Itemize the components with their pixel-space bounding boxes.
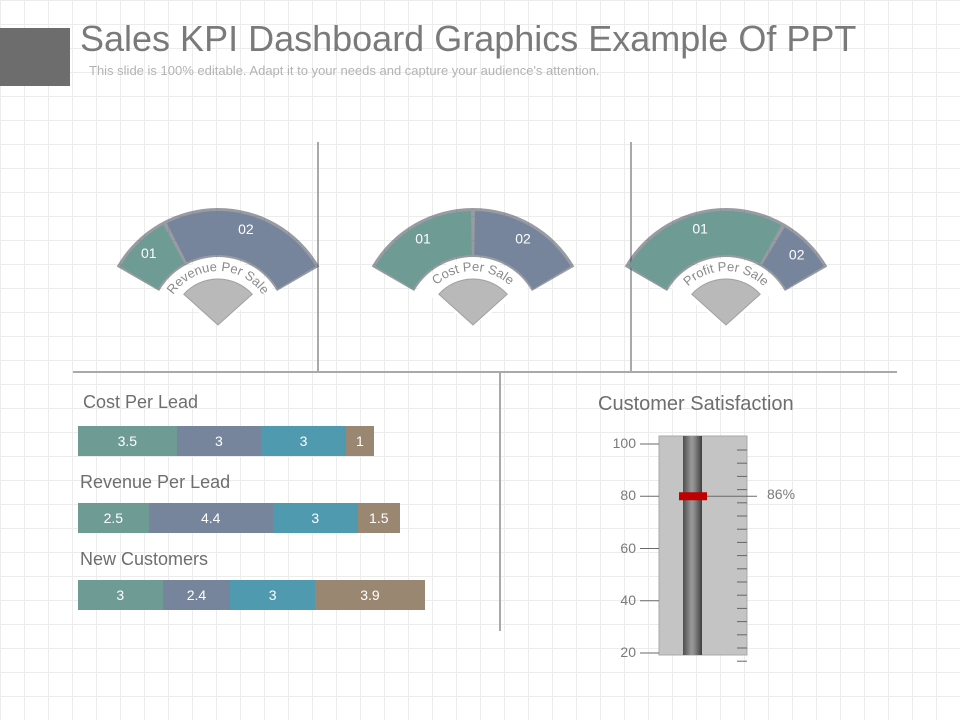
gauge-segment-02 xyxy=(762,227,824,289)
gauge-segment-label: 01 xyxy=(415,230,431,246)
gauge-cost-per-sale: 01 02 Cost Per Sale xyxy=(371,200,575,340)
bar-label-new-customers: New Customers xyxy=(80,549,209,569)
bar-segment: 2.4 xyxy=(162,580,231,610)
divider-vertical-1 xyxy=(317,142,319,372)
gauge-segment-02 xyxy=(166,210,316,289)
bar-segment: 3 xyxy=(78,580,163,610)
corner-accent-block xyxy=(0,28,70,86)
thermometer-tick-label: 100 xyxy=(612,435,636,451)
bar-row-new-customers: 3 2.4 3 3.9 xyxy=(78,580,425,610)
bar-label-cost-per-lead: Cost Per Lead xyxy=(83,392,199,412)
divider-horizontal xyxy=(73,371,897,373)
bar-segment: 3 xyxy=(230,580,315,610)
slide-title: Sales KPI Dashboard Graphics Example Of … xyxy=(80,18,857,59)
gauge-segment-01 xyxy=(120,224,185,289)
bar-segment: 4.4 xyxy=(148,503,273,533)
satisfaction-readout: 86% xyxy=(767,486,796,502)
gauge-segment-label: 02 xyxy=(515,230,531,246)
gauge-pointer-cone xyxy=(438,278,508,326)
bar-label-revenue-per-lead: Revenue Per Lead xyxy=(80,472,231,492)
thermometer-tick-label: 40 xyxy=(620,591,636,608)
bar-segment: 3 xyxy=(272,503,358,533)
thermometer-tick-label: 80 xyxy=(620,487,636,504)
thermometer-tube xyxy=(683,436,702,655)
gauge-segment-label: 01 xyxy=(692,220,708,236)
gauge-revenue-per-sale: 01 02 Revenue Per Sale xyxy=(116,200,320,340)
gauge-segment-label: 01 xyxy=(141,245,157,261)
gauge-profit-per-sale: 01 02 Profit Per Sale xyxy=(624,200,828,340)
bar-segment: 1 xyxy=(345,426,374,456)
thermometer-tick-label: 20 xyxy=(620,644,636,660)
bar-row-cost-per-lead: 3.5 3 3 1 xyxy=(78,426,374,456)
bar-segment: 2.5 xyxy=(78,503,149,533)
thermometer-level-marker xyxy=(679,492,707,501)
bar-segment: 3 xyxy=(176,426,262,456)
gauge-pointer-cone xyxy=(183,278,253,326)
gauge-segment-label: 02 xyxy=(238,221,254,237)
bar-row-revenue-per-lead: 2.5 4.4 3 1.5 xyxy=(78,503,400,533)
gauge-segment-01 xyxy=(628,211,782,289)
bar-segment: 1.5 xyxy=(357,503,400,533)
gauge-pointer-cone xyxy=(691,278,761,326)
slide-subtitle: This slide is 100% editable. Adapt it to… xyxy=(89,63,600,78)
divider-vertical-3 xyxy=(499,371,501,631)
gauge-segment-02 xyxy=(474,211,571,289)
bar-segment: 3.5 xyxy=(78,426,177,456)
customer-satisfaction-title: Customer Satisfaction xyxy=(598,393,794,415)
gauge-segment-label: 02 xyxy=(789,246,805,262)
bar-segment: 3.9 xyxy=(314,580,425,610)
thermometer-body xyxy=(658,435,748,656)
gauge-segment-01 xyxy=(375,211,472,289)
bar-segment: 3 xyxy=(261,426,346,456)
thermometer-tick-label: 60 xyxy=(620,539,636,556)
